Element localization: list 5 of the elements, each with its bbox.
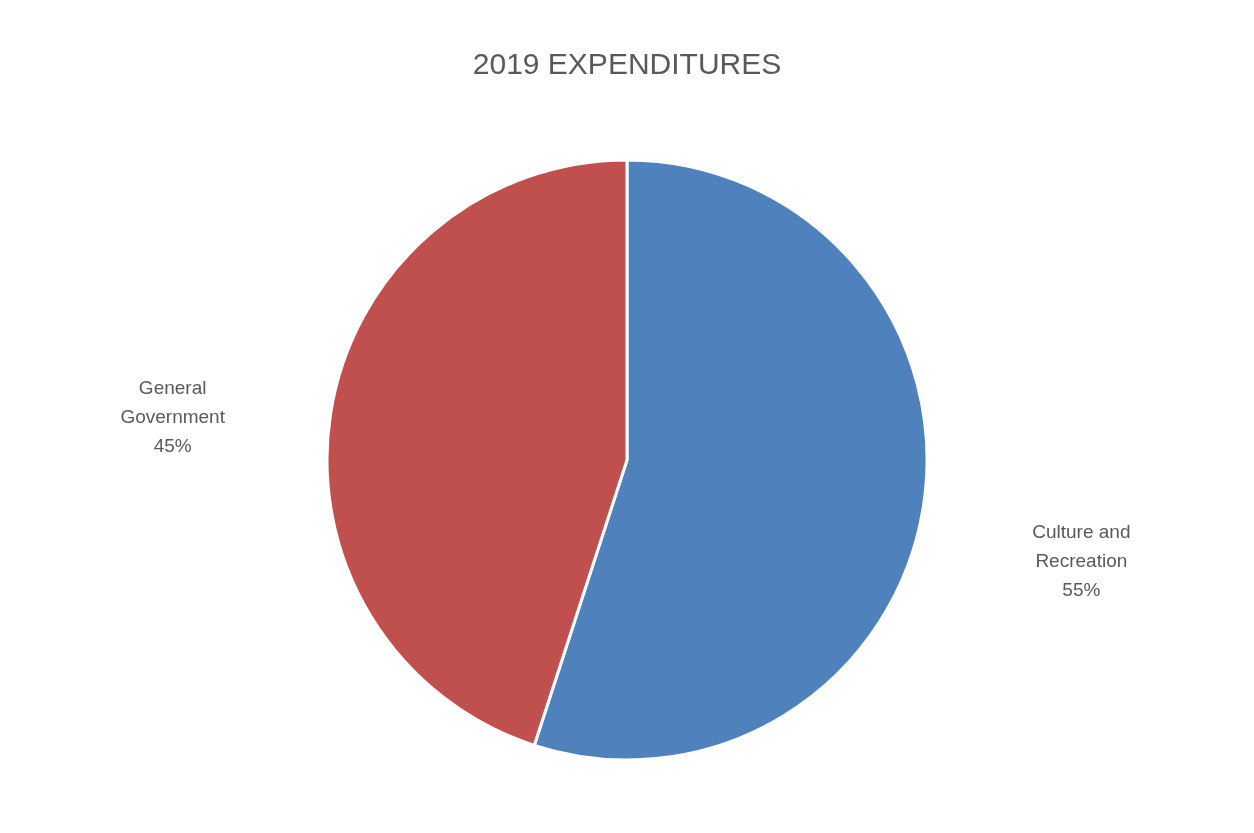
chart-title: 2019 EXPENDITURES [472, 47, 782, 80]
slice-label: Culture and Recreation [1032, 520, 1131, 571]
data-label: 55% [1062, 578, 1101, 600]
slice-label: General Government [120, 377, 226, 428]
data-label: 45% [153, 435, 192, 457]
